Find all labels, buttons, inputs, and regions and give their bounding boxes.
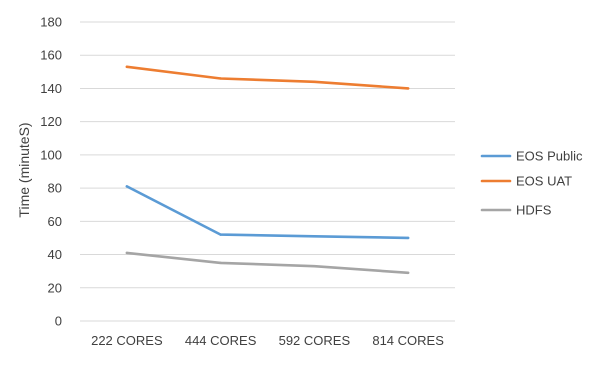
legend: EOS Public EOS UAT HDFS	[480, 149, 583, 218]
y-axis-ticks: 0 20 40 60 80 100 120 140 160 180	[40, 15, 62, 329]
y-tick-label: 160	[40, 48, 62, 63]
y-tick-label: 120	[40, 114, 62, 129]
legend-label: EOS Public	[516, 149, 583, 164]
data-point	[313, 235, 316, 238]
x-tick-label: 222 CORES	[91, 333, 163, 348]
legend-label: EOS UAT	[516, 174, 572, 189]
series-line-eos-public	[125, 185, 410, 240]
x-axis-ticks: 222 CORES 444 CORES 592 CORES 814 CORES	[91, 333, 444, 348]
y-tick-label: 80	[48, 181, 62, 196]
series-line-eos-uat	[125, 65, 410, 90]
data-point	[406, 87, 410, 90]
y-tick-label: 0	[55, 314, 62, 329]
data-point	[219, 77, 222, 80]
data-point	[219, 233, 222, 236]
y-tick-label: 180	[40, 15, 62, 30]
data-point	[219, 261, 222, 265]
data-point	[125, 185, 129, 188]
x-tick-label: 444 CORES	[185, 333, 257, 348]
x-tick-label: 814 CORES	[372, 333, 444, 348]
data-point	[125, 251, 129, 255]
y-tick-label: 40	[48, 247, 62, 262]
y-tick-label: 20	[48, 280, 62, 295]
x-tick-label: 592 CORES	[279, 333, 351, 348]
data-point	[313, 264, 316, 268]
data-point	[406, 236, 410, 240]
y-axis-title: Time (minuteS)	[16, 122, 32, 217]
y-tick-label: 60	[48, 214, 62, 229]
y-tick-label: 140	[40, 81, 62, 96]
data-point	[406, 271, 410, 275]
data-point	[125, 65, 129, 69]
series-lines	[125, 65, 410, 275]
legend-label: HDFS	[516, 203, 552, 218]
data-point	[313, 80, 316, 84]
y-tick-label: 100	[40, 147, 62, 162]
series-line-hdfs	[125, 251, 410, 275]
